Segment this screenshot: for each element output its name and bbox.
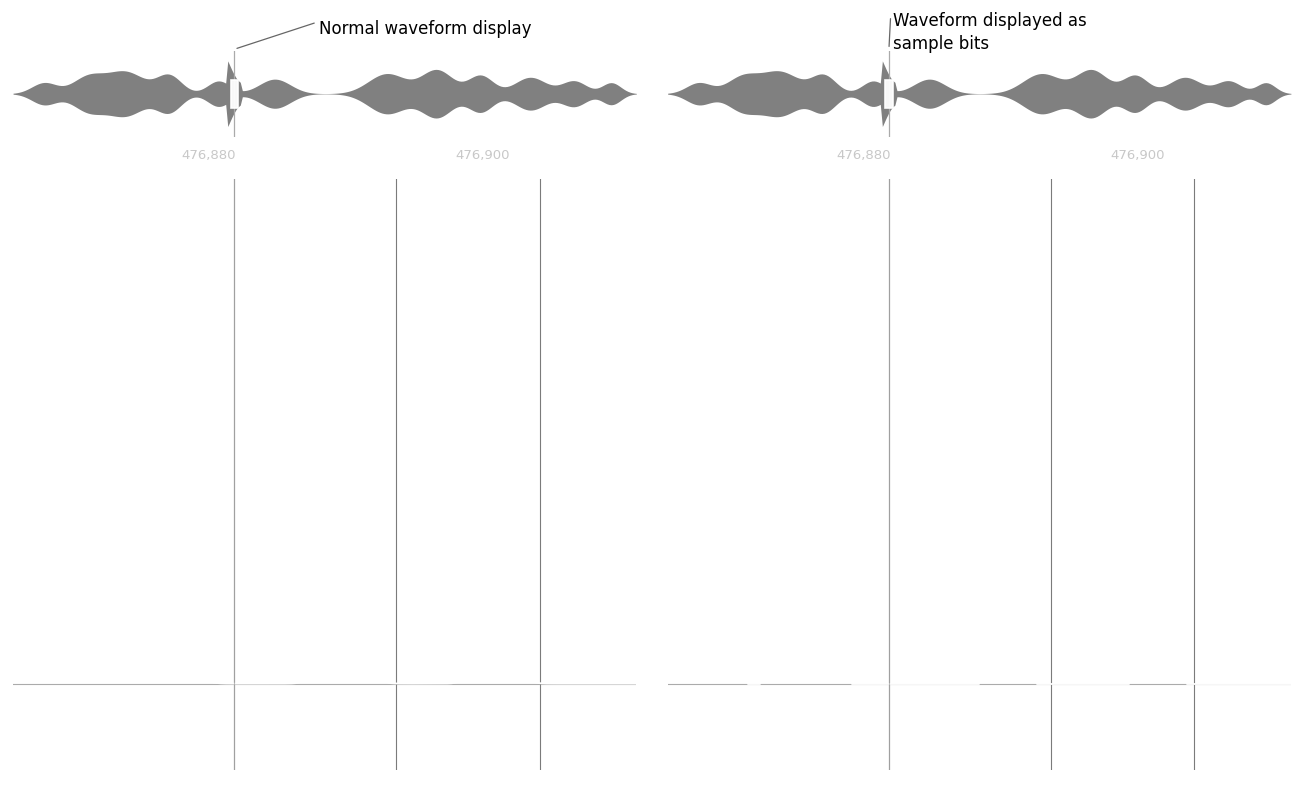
Text: Normal waveform display: Normal waveform display [319, 20, 532, 38]
Bar [231, 79, 239, 108]
Bar [885, 79, 893, 108]
Text: 476,900: 476,900 [455, 149, 510, 162]
Text: 476,880: 476,880 [181, 149, 236, 162]
Text: Waveform displayed as
sample bits: Waveform displayed as sample bits [893, 12, 1088, 53]
Text: 476,880: 476,880 [836, 149, 891, 162]
Text: 476,900: 476,900 [1110, 149, 1164, 162]
